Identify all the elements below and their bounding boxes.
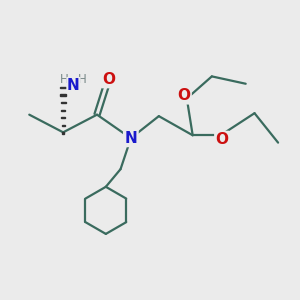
Polygon shape <box>60 94 66 96</box>
Text: O: O <box>102 72 115 87</box>
Polygon shape <box>61 102 66 103</box>
Polygon shape <box>61 117 65 118</box>
Text: O: O <box>216 132 229 147</box>
Text: H: H <box>78 73 87 86</box>
Text: O: O <box>177 88 190 103</box>
Polygon shape <box>61 125 64 126</box>
Text: N: N <box>67 78 80 93</box>
Polygon shape <box>60 87 66 88</box>
Text: H: H <box>60 73 69 86</box>
Text: N: N <box>124 131 137 146</box>
Polygon shape <box>62 132 64 134</box>
Polygon shape <box>61 110 65 111</box>
